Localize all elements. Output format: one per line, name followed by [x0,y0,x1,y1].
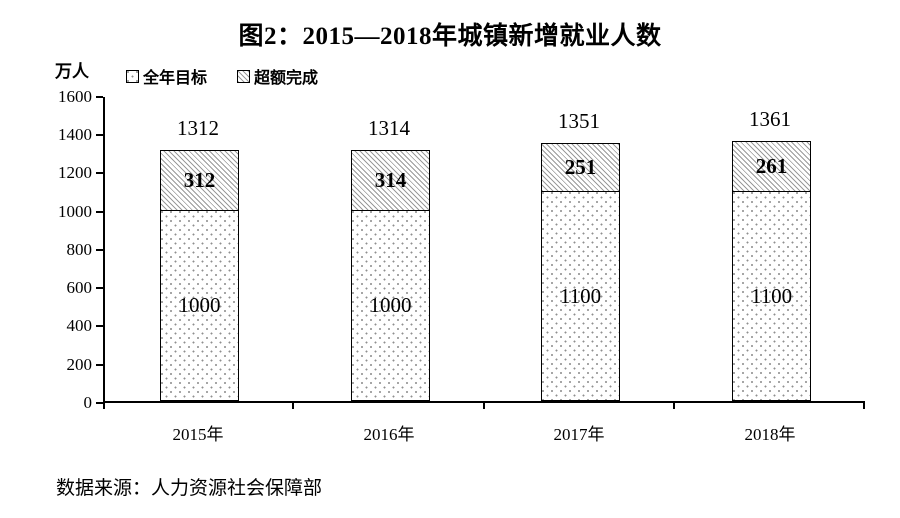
y-tick-mark [96,134,103,136]
bar-2017-exceed-segment: 251 [542,144,619,192]
plot-area: 312 1000 314 1000 251 1100 261 [103,97,865,403]
y-tick-1200: 1200 [58,163,92,182]
bar-2016-exceed-value: 314 [374,168,407,192]
bar-2015-exceed-value: 312 [183,168,216,192]
y-tick-mark [96,325,103,327]
bar-2018-target-value: 1100 [750,283,793,308]
legend-target-label: 全年目标 [143,70,208,87]
bar-2015-total-label: 1312 [177,116,219,140]
bar-2015-target-value: 1000 [178,293,221,317]
bar-2016-total-label: 1314 [368,116,410,140]
y-tick-mark [96,96,103,98]
x-label-2016: 2016年 [363,425,415,444]
x-label-2018: 2018年 [744,425,796,444]
x-tick-mark [292,403,294,409]
x-tick-mark [863,403,865,409]
x-label-2017: 2017年 [553,425,605,444]
bar-2016: 314 1000 [351,150,430,401]
hatch-pattern-swatch-icon [237,69,251,83]
bar-2015-target-segment: 1000 [161,211,238,400]
y-tick-200: 200 [66,355,93,374]
bar-2018-target-segment: 1100 [733,192,810,400]
dotted-pattern-swatch-icon [126,69,139,83]
y-tick-mark [96,402,103,404]
legend-exceed-label: 超额完成 [254,70,319,87]
y-tick-800: 800 [66,240,93,259]
y-tick-1400: 1400 [58,125,92,144]
legend: 全年目标 超额完成 [126,64,318,88]
bar-2018-total-label: 1361 [749,107,791,131]
data-source-note: 数据来源：人力资源社会保障部 [56,478,323,499]
bar-2016-target-value: 1000 [369,293,412,317]
chart-title: 图2：2015—2018年城镇新增就业人数 [238,23,662,50]
y-tick-mark [96,172,103,174]
bar-2015: 312 1000 [160,150,239,401]
bar-2018: 261 1100 [732,141,811,401]
y-tick-400: 400 [66,316,93,335]
y-tick-1000: 1000 [58,202,92,221]
bar-2017-exceed-value: 251 [564,155,597,179]
x-tick-mark [673,403,675,409]
bar-2018-exceed-value: 261 [755,154,788,178]
bar-2018-exceed-segment: 261 [733,142,810,192]
bar-2017-total-label: 1351 [558,109,600,133]
y-axis-unit-label: 万人 [55,62,89,81]
bar-2016-exceed-segment: 314 [352,151,429,211]
y-tick-mark [96,249,103,251]
x-tick-mark [483,403,485,409]
bar-2017-target-segment: 1100 [542,192,619,400]
bar-2015-exceed-segment: 312 [161,151,238,211]
x-label-2015: 2015年 [172,425,224,444]
x-tick-mark [103,403,105,409]
legend-item-exceed: 超额完成 [237,64,318,88]
y-tick-mark [96,287,103,289]
y-tick-600: 600 [66,278,93,297]
bar-2017: 251 1100 [541,143,620,401]
y-tick-1600: 1600 [58,87,92,106]
y-tick-mark [96,364,103,366]
y-tick-mark [96,211,103,213]
legend-item-target: 全年目标 [126,64,207,88]
bar-2016-target-segment: 1000 [352,211,429,400]
bar-2017-target-value: 1100 [559,283,602,308]
y-tick-0: 0 [83,393,93,412]
